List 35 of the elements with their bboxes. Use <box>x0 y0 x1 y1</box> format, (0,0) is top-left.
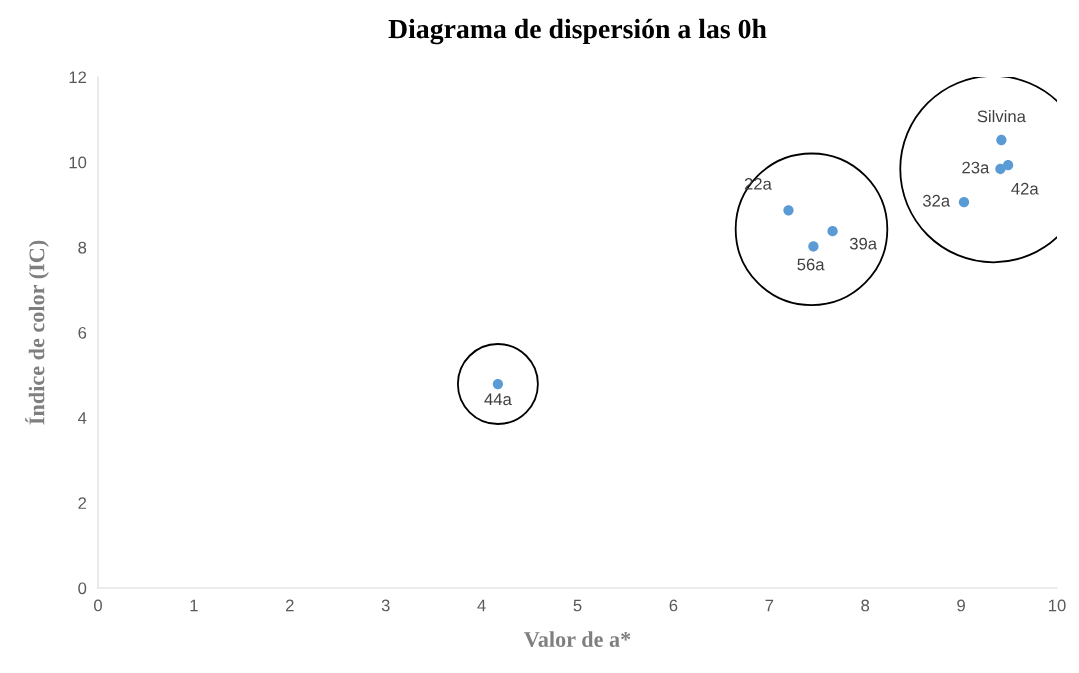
chart-title: Diagrama de dispersión a las 0h <box>388 18 767 45</box>
y-tick-label: 8 <box>78 241 87 254</box>
y-tick-label: 4 <box>78 412 87 424</box>
annotation: 32a <box>922 194 951 207</box>
annotation: 39a <box>849 237 878 250</box>
x-tick-label: 5 <box>573 599 582 612</box>
y-tick-label: 12 <box>69 71 87 84</box>
point <box>827 226 838 237</box>
point <box>783 205 794 216</box>
x-tick-label: 6 <box>669 599 678 612</box>
y-tick-label: 6 <box>78 326 87 339</box>
x-tick-label: 1 <box>190 599 198 612</box>
point <box>995 163 1006 175</box>
x-tick-label: 8 <box>861 599 870 612</box>
annotation: 44a <box>484 393 512 406</box>
x-tick-label: 10 <box>1049 599 1066 612</box>
x-tick-label: 3 <box>381 599 390 612</box>
x-tick-label: 7 <box>765 599 774 612</box>
point <box>996 134 1007 146</box>
x-tick-label: 9 <box>957 599 965 612</box>
x-tick-label: 2 <box>286 599 294 612</box>
annotation: 23a <box>962 161 990 174</box>
annotation: 56a <box>797 258 825 271</box>
point <box>1002 160 1014 171</box>
point <box>958 197 970 208</box>
y-tick-label: 10 <box>69 156 87 169</box>
point <box>808 241 819 252</box>
x-tick-label: 0 <box>94 599 102 612</box>
x-tick-label: 4 <box>477 599 486 612</box>
annotation: 42a <box>1011 182 1039 195</box>
y-tick-label: 0 <box>78 582 87 595</box>
y-tick-label: 2 <box>78 497 87 509</box>
x-axis-title: Valor de a* <box>524 631 631 648</box>
annotation: Silvina <box>977 110 1026 123</box>
y-axis-title: Índice de color (IC) <box>25 240 49 425</box>
